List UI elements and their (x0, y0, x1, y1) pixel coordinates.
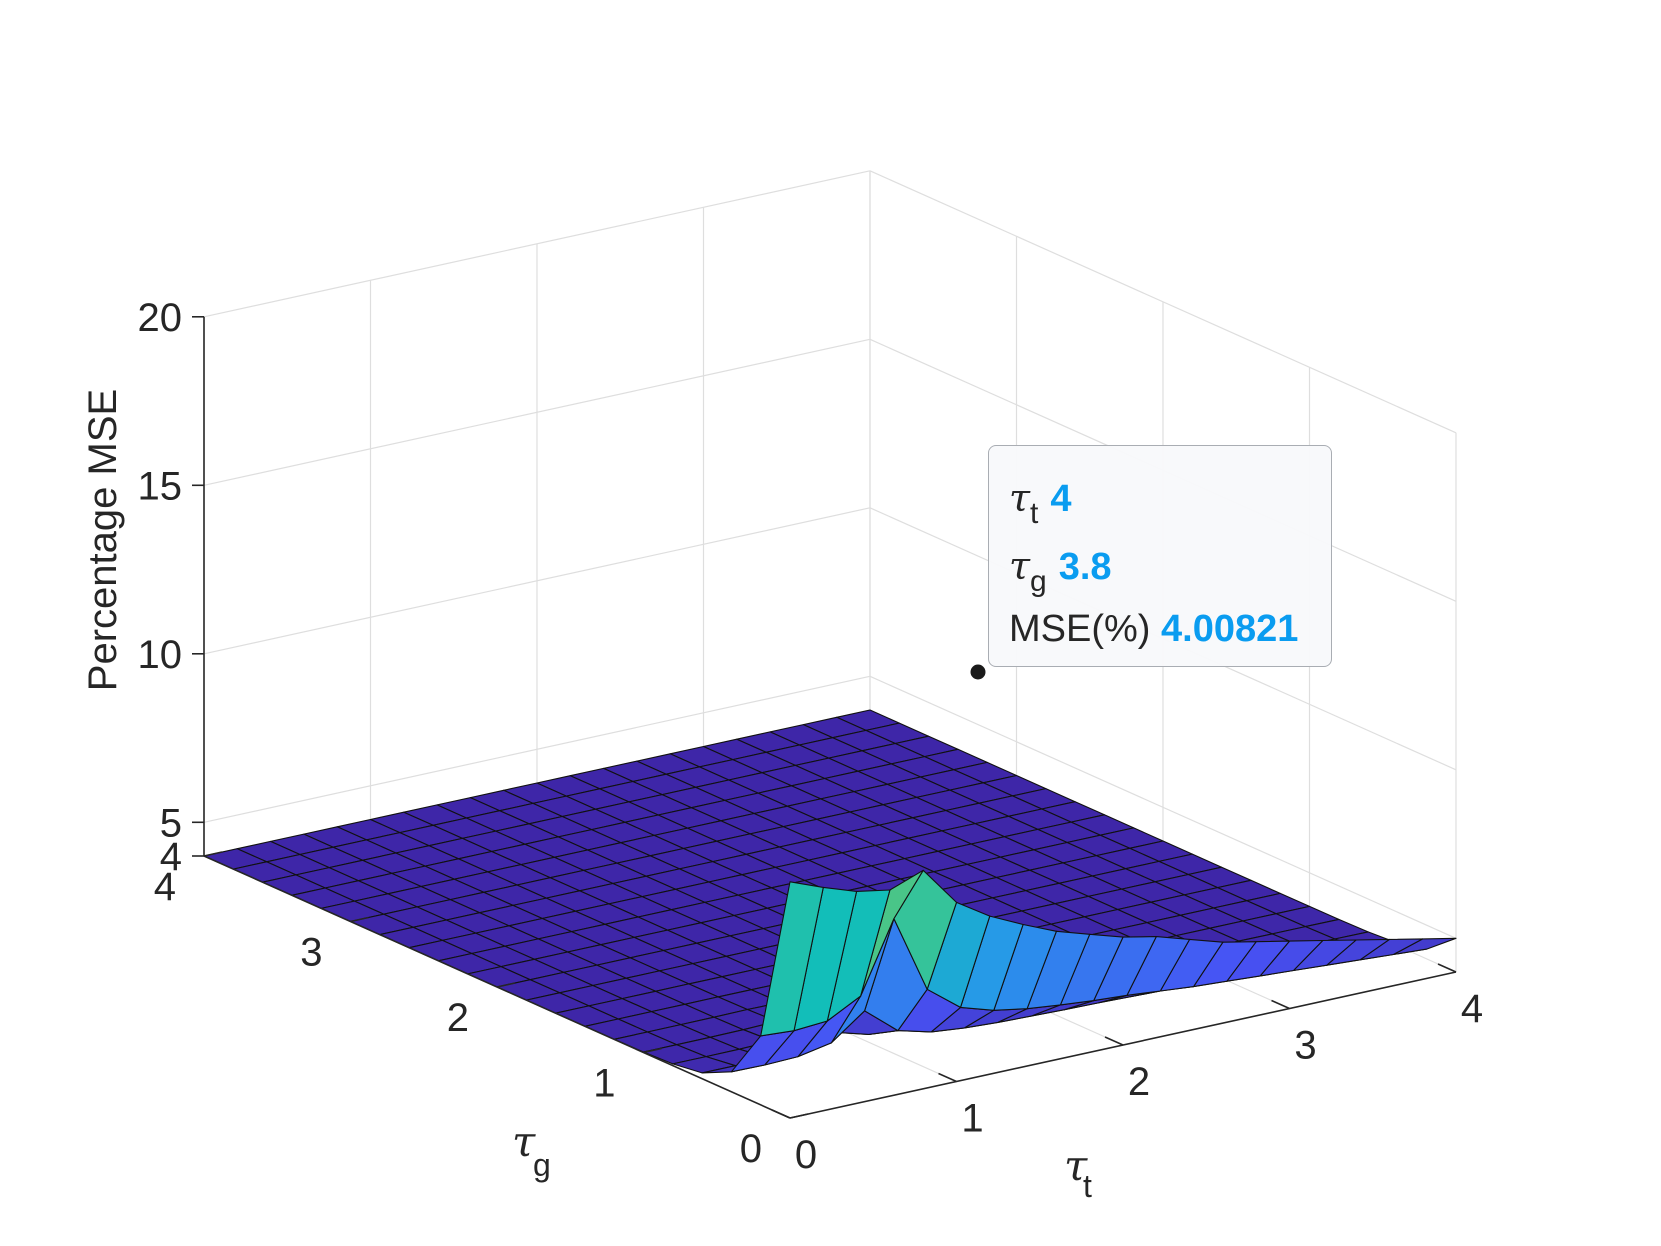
svg-text:t: t (1083, 1168, 1092, 1204)
y-tick-label: 3 (300, 931, 322, 975)
z-axis-label: Percentage MSE (81, 389, 125, 691)
x-axis-label: τ t (1064, 1141, 1092, 1204)
datatip-x-row: τt 4 (1009, 476, 1072, 530)
z-tick-label: 4 (160, 835, 182, 879)
surface-mesh (203, 709, 1457, 1074)
z-tick-label: 15 (138, 464, 183, 508)
z-tick-label: 20 (138, 296, 183, 340)
x-tick-label: 4 (1461, 987, 1483, 1031)
y-tick-label: 1 (593, 1062, 615, 1106)
svg-text:τ: τ (512, 1117, 536, 1166)
x-tick-label: 0 (795, 1133, 817, 1177)
x-tick-label: 2 (1128, 1060, 1150, 1104)
datatip-y-value: 3.8 (1058, 546, 1112, 588)
svg-text:g: g (533, 1147, 551, 1183)
svg-text:τ: τ (1064, 1141, 1088, 1190)
datatip-box: τt 4 τg 3.8 MSE(%) 4.00821 (988, 445, 1332, 667)
datatip-x-value: 4 (1050, 478, 1072, 520)
y-axis-label: τ g (512, 1117, 551, 1183)
y-tick-label: 4 (154, 865, 176, 909)
y-tick-label: 2 (447, 996, 469, 1040)
y-tick-label: 0 (740, 1127, 762, 1171)
z-tick-label: 5 (160, 801, 182, 845)
datatip-z-label: MSE(%) (1009, 608, 1151, 650)
datatip-z-value: 4.00821 (1161, 608, 1299, 650)
x-tick-label: 3 (1294, 1024, 1316, 1068)
datatip-marker[interactable] (967, 661, 989, 683)
z-tick-label: 10 (138, 633, 183, 677)
x-tick-label: 1 (961, 1097, 983, 1141)
datatip-y-row: τg 3.8 (1009, 544, 1112, 598)
datatip-z-row: MSE(%) 4.00821 (1009, 608, 1298, 651)
surface-patch (760, 881, 824, 1037)
